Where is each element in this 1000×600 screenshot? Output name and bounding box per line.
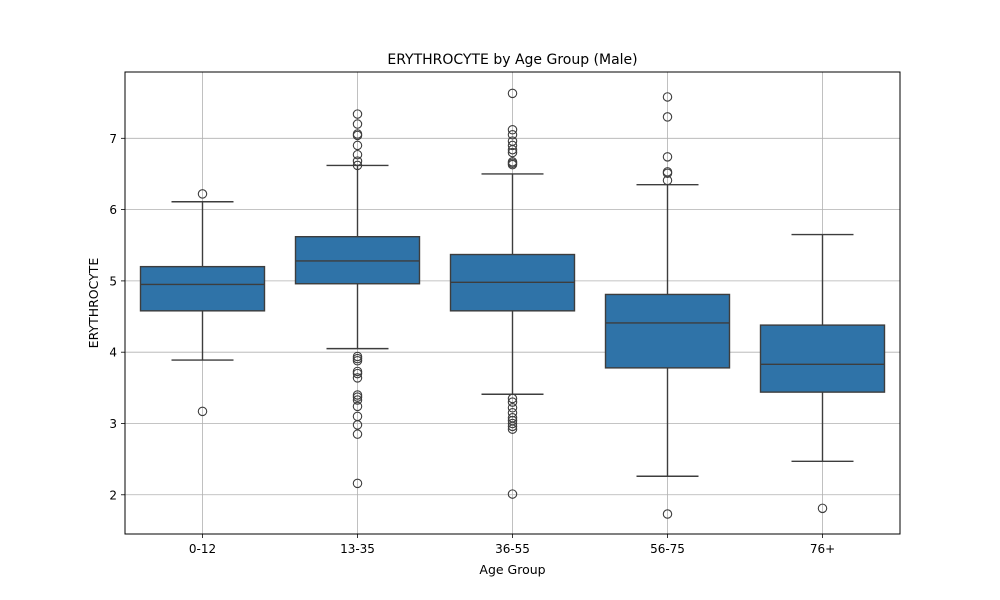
outlier-point — [507, 397, 518, 407]
outlier-point — [507, 140, 518, 151]
y-axis-label: ERYTHROCYTE — [86, 258, 101, 349]
y-tick-label: 4 — [109, 346, 117, 360]
outlier-point — [507, 489, 518, 499]
outlier-point — [507, 129, 518, 140]
outlier-point — [352, 478, 363, 489]
outlier-point — [352, 149, 363, 160]
outlier-point — [352, 392, 363, 402]
outlier-point — [507, 88, 518, 99]
outlier-point — [507, 125, 518, 135]
outlier-point — [662, 112, 673, 122]
outlier-point — [662, 175, 673, 186]
outlier-point — [507, 408, 518, 418]
x-tick-label: 56-75 — [650, 542, 685, 556]
x-tick-label: 36-55 — [495, 542, 530, 556]
box-76+ — [759, 233, 886, 514]
box-0-12 — [139, 189, 266, 417]
box-iqr — [759, 324, 886, 393]
outlier-point — [507, 418, 518, 429]
outlier-point — [662, 168, 673, 178]
box-iqr — [139, 265, 266, 312]
outlier-point — [352, 160, 363, 171]
outlier-point — [662, 92, 673, 102]
outlier-point — [352, 368, 363, 379]
outlier-point — [352, 140, 363, 151]
outlier-point — [352, 130, 363, 141]
outlier-point — [507, 147, 518, 158]
outlier-point — [817, 503, 828, 514]
box-56-75 — [604, 92, 731, 519]
outlier-point — [352, 373, 363, 383]
x-tick-label: 13-35 — [340, 542, 375, 556]
x-tick-label: 0-12 — [189, 542, 216, 556]
y-tick-label: 7 — [109, 132, 117, 146]
outlier-point — [507, 403, 518, 413]
outlier-point — [352, 401, 363, 412]
outlier-point — [352, 420, 363, 430]
outlier-point — [197, 406, 208, 417]
y-tick-label: 2 — [109, 488, 117, 502]
x-axis-label: Age Group — [479, 562, 545, 577]
box-iqr — [294, 235, 421, 285]
x-axis: 0-12 13-35 36-55 56-75 76+ — [189, 534, 835, 556]
y-tick-label: 5 — [109, 274, 117, 288]
outlier-point — [352, 119, 363, 129]
x-tick-label: 76+ — [810, 542, 835, 556]
outlier-point — [352, 395, 363, 405]
y-tick-label: 6 — [109, 203, 117, 217]
y-tick-label: 3 — [109, 417, 117, 431]
outlier-point — [507, 424, 518, 434]
box-13-35 — [294, 109, 421, 489]
outlier-point — [507, 421, 518, 432]
outlier-point — [507, 159, 518, 170]
outlier-point — [352, 355, 363, 366]
outlier-point — [352, 156, 363, 166]
outlier-point — [662, 509, 673, 519]
outlier-point — [507, 393, 518, 404]
outlier-point — [352, 109, 363, 119]
outlier-point — [662, 152, 673, 162]
box-36-55 — [449, 88, 576, 499]
y-axis: 2 3 4 5 6 7 — [109, 132, 125, 502]
outlier-point — [352, 429, 363, 439]
box-iqr — [604, 293, 731, 369]
chart-title: ERYTHROCYTE by Age Group (Male) — [387, 52, 637, 68]
outlier-point — [507, 144, 518, 155]
outlier-point — [197, 189, 208, 199]
box-layer — [139, 88, 886, 519]
